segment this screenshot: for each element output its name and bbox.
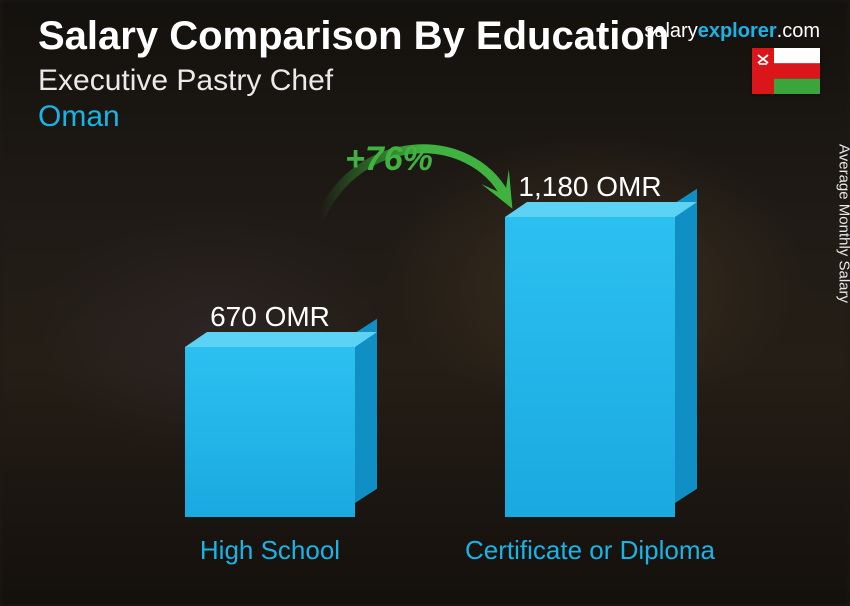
bar-slot-1: 1,180 OMR Certificate or Diploma [450, 171, 730, 566]
brand-part-2: explorer [698, 20, 777, 42]
bar-category-label: High School [200, 535, 340, 566]
bar-category-label: Certificate or Diploma [465, 535, 715, 566]
bar-value-label: 1,180 OMR [518, 171, 661, 203]
country-name: Oman [38, 100, 820, 134]
bar-slot-0: 670 OMR High School [130, 301, 410, 566]
y-axis-label: Average Monthly Salary [836, 144, 850, 303]
job-title: Executive Pastry Chef [38, 64, 820, 98]
bar-3d [505, 217, 675, 517]
percent-increase-badge: +76% [345, 140, 433, 179]
brand-logo: salaryexplorer.com [644, 20, 820, 43]
country-flag-icon [752, 48, 820, 94]
bar-top-face [185, 332, 377, 362]
bar-value-label: 670 OMR [210, 301, 330, 333]
bar-front-face [505, 217, 675, 517]
brand-part-3: .com [777, 20, 820, 42]
bar-3d [185, 347, 355, 517]
bar-top-face [505, 202, 697, 232]
bar-chart: 670 OMR High School1,180 OMR Certificate… [70, 200, 720, 566]
brand-part-1: salary [644, 20, 697, 42]
